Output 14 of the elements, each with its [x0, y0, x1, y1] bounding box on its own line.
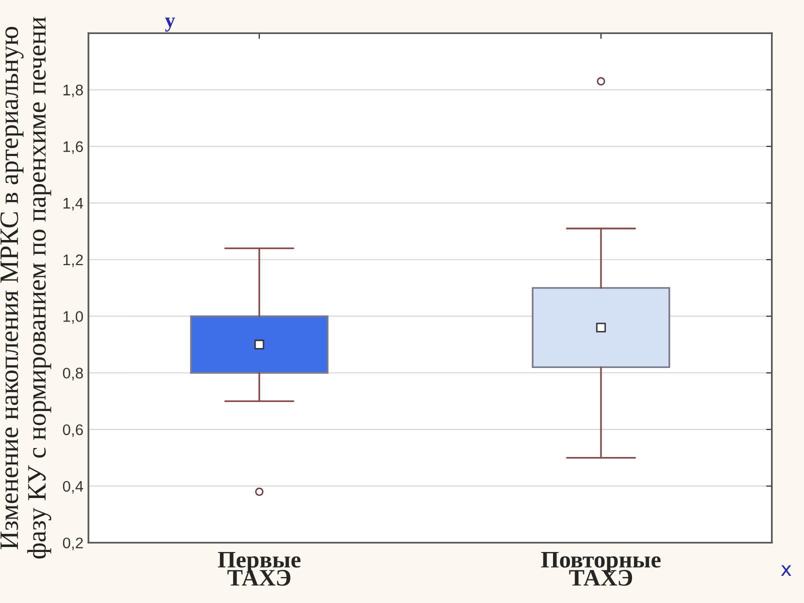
y-axis-title: Изменение накопления МРКС в артериальную фазу КУ с нормированием по паренхиме печени	[0, 17, 52, 558]
y-tick-label: 0,6	[62, 424, 83, 437]
y-tick-label: 0,2	[62, 538, 83, 550]
y-tick-label: 0,8	[62, 368, 83, 380]
x-axis-title: x	[780, 565, 792, 576]
y-tick-label: 1,8	[64, 84, 83, 98]
y-tick-label: 1,0	[64, 311, 83, 324]
x-tick-label: Первые ТАХЭ	[218, 552, 300, 586]
y-tick-label: 1,6	[64, 141, 83, 154]
x-tick-label: Повторные ТАХЭ	[541, 552, 661, 586]
y-tick-label: 1,4	[64, 198, 84, 210]
text: y	[165, 18, 176, 32]
y-tick-label: 0,4	[62, 480, 84, 494]
y-tick-label: 1,2	[64, 254, 83, 268]
